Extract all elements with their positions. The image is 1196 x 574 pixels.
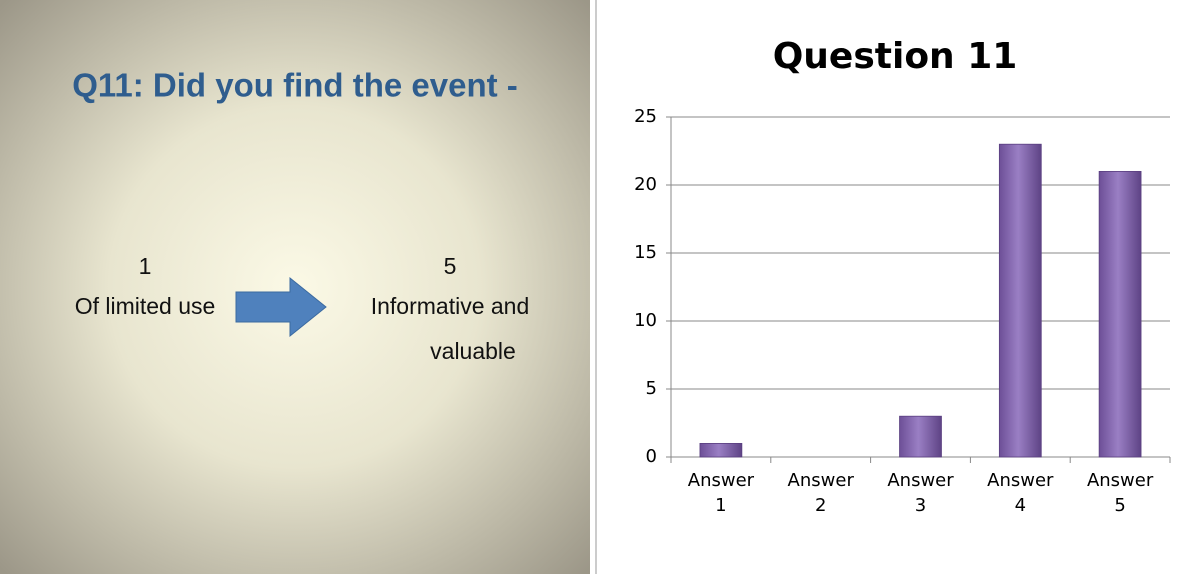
right-panel	[590, 0, 1196, 574]
left-label: Of limited use	[75, 293, 216, 319]
x-tick-label: Answer 5	[1087, 470, 1154, 516]
y-tick-label: 25	[634, 106, 657, 127]
x-tick-label: Answer 2	[788, 470, 855, 516]
bar	[1098, 170, 1142, 458]
arrow	[235, 276, 327, 338]
y-tick-label: 20	[634, 174, 657, 195]
x-tick-label: Answer 1	[688, 470, 755, 516]
chart-title: Question 11	[773, 36, 1018, 77]
y-tick-label: 0	[646, 446, 657, 467]
right-label-line: Informative and	[371, 293, 530, 319]
right-label-line: valuable	[430, 338, 516, 364]
x-tick-label: Answer 3	[887, 470, 954, 516]
y-tick-label: 15	[634, 242, 657, 263]
bar	[899, 415, 942, 458]
y-tick-label: 5	[646, 378, 657, 399]
bar	[998, 143, 1042, 458]
x-tick-label: Answer 4	[987, 470, 1054, 516]
slide-title: Q11: Did you find the event -	[72, 67, 518, 104]
left-number: 1	[139, 253, 152, 279]
right-number: 5	[444, 253, 457, 279]
bar	[699, 442, 743, 458]
y-tick-label: 10	[634, 310, 657, 331]
